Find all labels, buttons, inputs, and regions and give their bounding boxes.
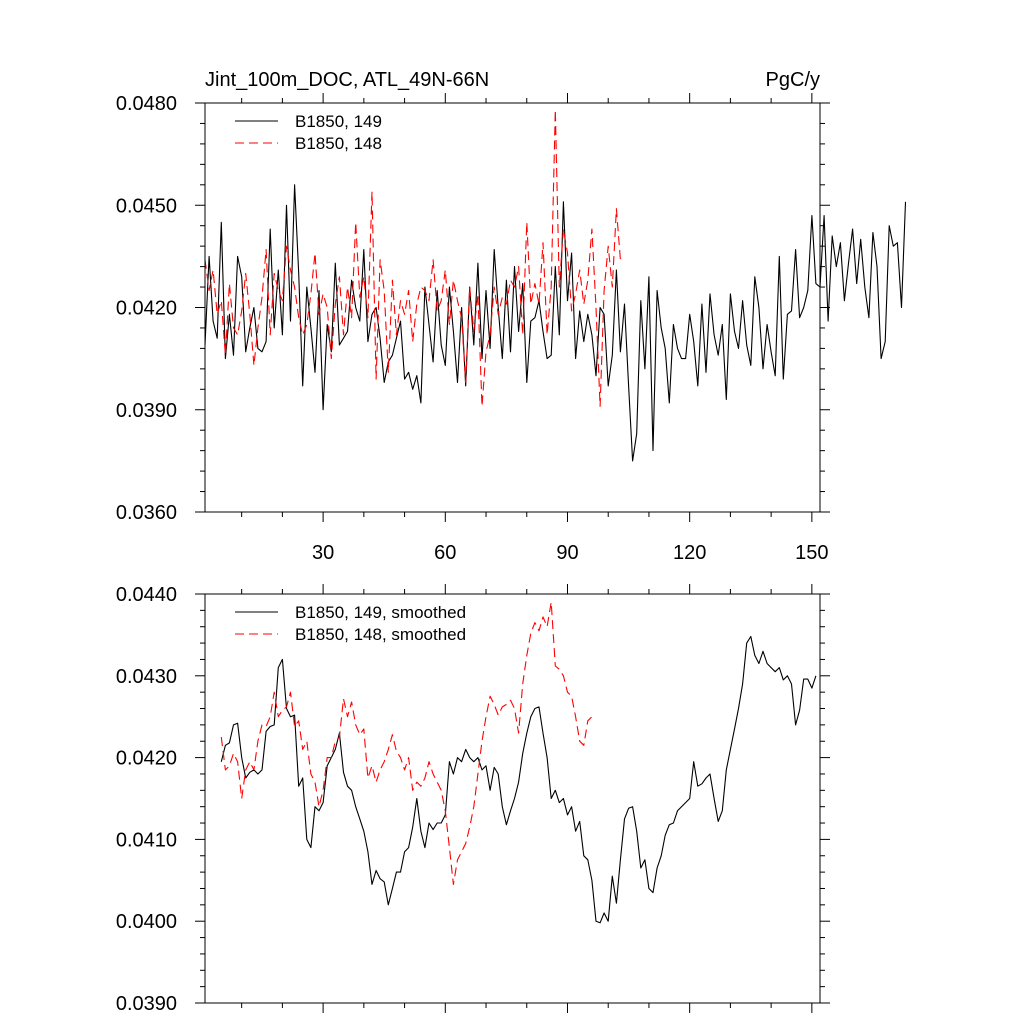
x-tick-label: 150	[795, 542, 828, 564]
y-tick-label: 0.0410	[116, 829, 177, 851]
top-title: Jint_100m_DOC, ATL_49N-66N	[205, 69, 489, 91]
bottom-panel: 0.0390 0.0400 0.0410 0.0420 0.0430 0.0440 B18…	[116, 584, 830, 1015]
top-units: PgC/y	[766, 69, 820, 91]
top-legend: B1850, 149 B1850, 148	[235, 112, 382, 153]
y-tick-label: 0.0390	[116, 400, 177, 422]
top-plot-frame	[204, 102, 821, 513]
y-tick-label: 0.0420	[116, 298, 177, 320]
top-panel: Jint_100m_DOC, ATL_49N-66N PgC/y 0.03600…	[116, 69, 907, 564]
series-line-1	[204, 109, 621, 407]
x-tick-label: 120	[673, 542, 706, 564]
y-tick-label: 0.0480	[116, 93, 177, 115]
y-tick-label: 0.0400	[116, 911, 177, 933]
legend-label-0: B1850, 149, smoothed	[295, 603, 466, 622]
y-tick-label: 0.0450	[116, 195, 177, 217]
x-tick-label: 30	[312, 542, 334, 564]
y-tick-label: 0.0440	[116, 584, 177, 606]
x-tick-label: 60	[434, 542, 456, 564]
legend-label-0: B1850, 149	[295, 112, 382, 131]
bottom-series	[220, 601, 817, 924]
top-ticks: 0.0360 0.0390 0.0420 0.0450 0.0480 30 60 90 120 1…	[116, 93, 830, 564]
series-line-0	[220, 635, 817, 924]
series-line-0	[204, 184, 907, 462]
bottom-ticks: 0.0390 0.0400 0.0410 0.0420 0.0430 0.0440	[116, 584, 830, 1015]
series-line-1	[220, 601, 593, 885]
y-tick-label: 0.0420	[116, 748, 177, 770]
y-tick-label: 0.0360	[116, 502, 177, 524]
bottom-plot-frame	[204, 593, 821, 1004]
bottom-legend: B1850, 149, smoothed B1850, 148, smoothed	[235, 603, 466, 644]
legend-label-1: B1850, 148	[295, 134, 382, 153]
x-tick-label: 90	[556, 542, 578, 564]
y-tick-label: 0.0390	[116, 993, 177, 1015]
legend-label-1: B1850, 148, smoothed	[295, 625, 466, 644]
top-series	[204, 109, 907, 462]
y-tick-label: 0.0430	[116, 666, 177, 688]
